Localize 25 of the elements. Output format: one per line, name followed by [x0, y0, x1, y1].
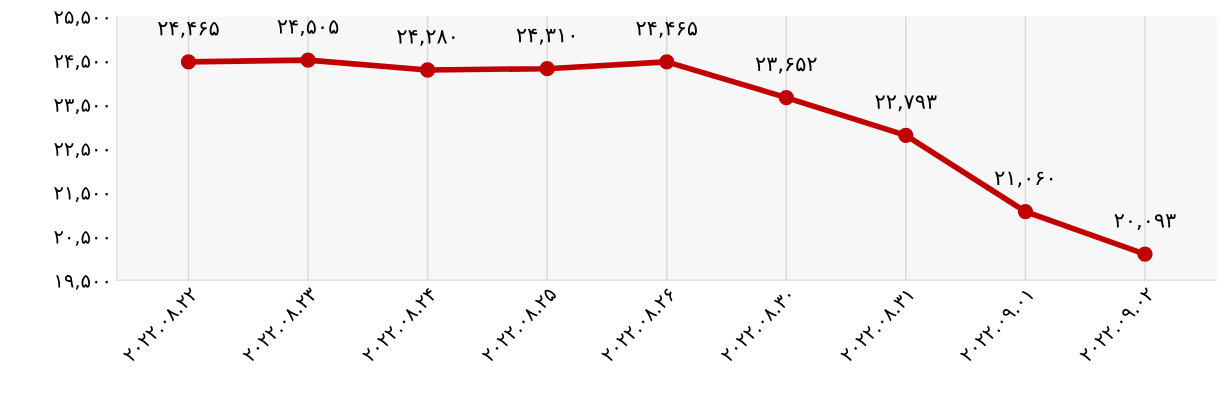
y-tick-label: ۲۱,۵۰۰ [54, 187, 108, 202]
point [300, 52, 316, 68]
point [1017, 203, 1034, 220]
y-tick-label: ۱۹,۵۰۰ [56, 275, 108, 290]
point [419, 62, 436, 78]
data-label: ۲۲,۷۹۳ [875, 95, 937, 112]
data-label: ۲۴,۴۶۵ [158, 21, 219, 38]
data-label: ۲۴,۴۶۵ [636, 21, 697, 38]
data-label: ۲۱,۰۶۰ [994, 171, 1053, 188]
y-tick-label: ۲۰,۵۰۰ [54, 231, 108, 246]
data-label: ۲۴,۳۱۰ [516, 28, 574, 45]
point [1137, 246, 1153, 262]
data-label: ۲۰,۰۹۳ [1114, 214, 1176, 230]
data-label: ۲۴,۵۰۵ [277, 20, 339, 36]
y-tick-label: ۲۳,۵۰۰ [54, 99, 108, 114]
point [539, 61, 555, 77]
point [659, 54, 675, 70]
data-label: ۲۳,۶۵۲ [755, 57, 817, 74]
data-label: ۲۴,۲۸۰ [397, 30, 455, 46]
point [180, 54, 197, 70]
y-tick-label: ۲۴,۵۰۰ [54, 55, 108, 70]
point [898, 127, 914, 144]
y-tick-label: ۲۵,۵۰۰ [54, 11, 108, 27]
point [778, 89, 794, 106]
y-tick-label: ۲۲,۵۰۰ [54, 143, 108, 158]
